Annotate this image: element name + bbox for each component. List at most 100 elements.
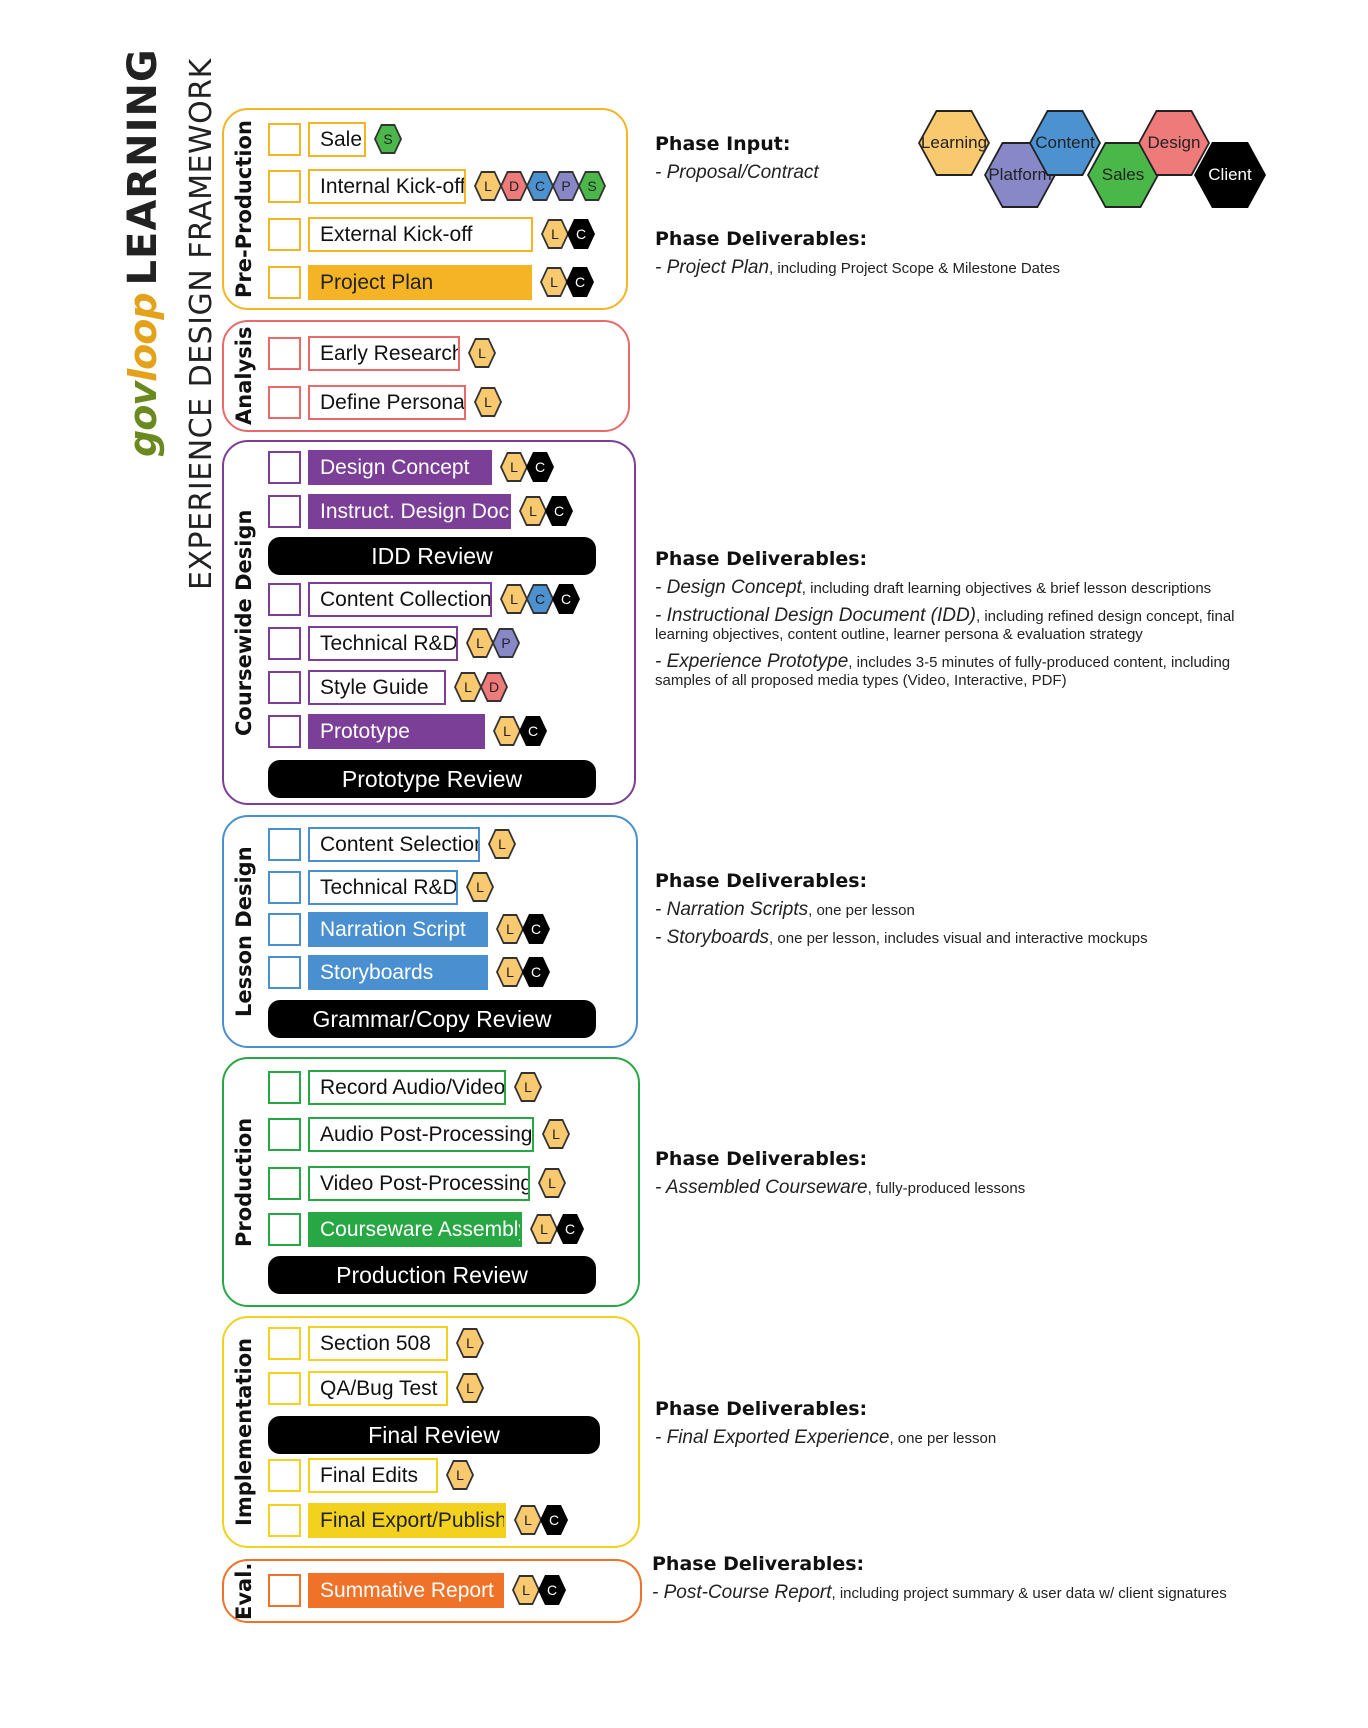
legend-sales-hex: Sales <box>1087 142 1159 208</box>
deliverables-heading: Phase Deliverables: <box>655 228 868 250</box>
deliverable-name: - Experience Prototype <box>655 651 849 672</box>
deliverable-detail: , one per lesson <box>808 902 915 919</box>
role-letter: C <box>524 916 548 942</box>
role-C-hex: C <box>545 496 573 526</box>
task-checkbox[interactable] <box>268 627 301 660</box>
task-checkbox[interactable] <box>268 386 301 419</box>
task-label: Define Persona <box>308 385 466 420</box>
deliverable-name: - Design Concept <box>655 577 802 598</box>
task-label: External Kick-off <box>308 217 533 252</box>
role-C-hex: C <box>522 914 550 944</box>
task-checkbox[interactable] <box>268 1118 301 1151</box>
deliverable-item: - Narration Scripts, one per lesson <box>655 900 1265 920</box>
role-letter: L <box>498 959 522 985</box>
task-label: Early Research <box>308 336 460 371</box>
deliverable-item: - Experience Prototype, includes 3-5 min… <box>655 651 1265 690</box>
deliverable-detail: , one per lesson <box>889 1430 997 1447</box>
task-label: Record Audio/Video <box>308 1070 506 1105</box>
deliverable-name: - Project Plan <box>655 257 770 278</box>
role-letter: P <box>554 173 578 199</box>
task-checkbox[interactable] <box>268 495 301 528</box>
task-checkbox[interactable] <box>268 1504 301 1537</box>
deliverable-detail: , including Project Scope & Milestone Da… <box>769 260 1061 277</box>
legend-learning-hex: Learning <box>918 110 990 176</box>
task-checkbox[interactable] <box>268 1574 301 1607</box>
role-letter: L <box>521 498 545 524</box>
task-checkbox[interactable] <box>268 671 301 704</box>
task-checkbox[interactable] <box>268 1071 301 1104</box>
task-label: Sale <box>308 122 366 157</box>
role-S-hex: S <box>578 171 606 201</box>
task-checkbox[interactable] <box>268 913 301 946</box>
role-letter: L <box>532 1216 556 1242</box>
brand-learning: LEARNING <box>120 48 166 286</box>
task-checkbox[interactable] <box>268 871 301 904</box>
role-letter: C <box>521 718 545 744</box>
phase-production-review-button[interactable]: Production Review <box>268 1256 596 1294</box>
role-letter: L <box>456 674 480 700</box>
role-letter: L <box>476 389 500 415</box>
phase-coursewide-review-button[interactable]: IDD Review <box>268 537 596 575</box>
task-checkbox[interactable] <box>268 170 301 203</box>
task-checkbox[interactable] <box>268 956 301 989</box>
deliverable-detail: , one per lesson, includes visual and in… <box>769 930 1148 947</box>
deliverables-heading: Phase Input: <box>655 133 791 155</box>
role-P-hex: P <box>552 171 580 201</box>
legend-design-label: Design <box>1140 112 1208 174</box>
task-checkbox[interactable] <box>268 451 301 484</box>
deliverable-name: - Final Exported Experience <box>655 1427 890 1448</box>
role-letter: C <box>528 454 552 480</box>
role-letter: L <box>448 1462 472 1488</box>
task-checkbox[interactable] <box>268 1213 301 1246</box>
phase-implementation-review-button[interactable]: Final Review <box>268 1416 600 1454</box>
role-C-hex: C <box>526 584 554 614</box>
task-label: Video Post-Processing <box>308 1166 530 1201</box>
task-label: Style Guide <box>308 670 446 705</box>
task-checkbox[interactable] <box>268 1327 301 1360</box>
task-checkbox[interactable] <box>268 123 301 156</box>
task-checkbox[interactable] <box>268 1372 301 1405</box>
framework-title: EXPERIENCE DESIGN FRAMEWORK <box>184 58 219 590</box>
role-L-hex: L <box>540 267 568 297</box>
deliverables-block: Phase Deliverables: - Narration Scripts, … <box>655 870 1265 948</box>
task-checkbox[interactable] <box>268 266 301 299</box>
role-letter: C <box>528 586 552 612</box>
phase-analysis-label: Analysis <box>232 326 256 426</box>
task-label: Section 508 <box>308 1326 448 1361</box>
task-label: Content Collection <box>308 582 492 617</box>
phase-coursewide-label: Coursewide Design <box>232 509 256 736</box>
task-checkbox[interactable] <box>268 1167 301 1200</box>
deliverable-item: - Assembled Courseware, fully-produced l… <box>655 1178 1265 1198</box>
phase-lesson-review-button[interactable]: Grammar/Copy Review <box>268 1000 596 1038</box>
task-checkbox[interactable] <box>268 337 301 370</box>
role-letter: S <box>376 126 400 152</box>
role-letter: L <box>514 1577 538 1603</box>
deliverable-item: - Project Plan, including Project Scope … <box>655 257 1265 278</box>
task-checkbox[interactable] <box>268 583 301 616</box>
task-checkbox[interactable] <box>268 218 301 251</box>
deliverable-name: - Storyboards <box>655 927 770 948</box>
role-C-hex: C <box>552 584 580 614</box>
role-letter: L <box>458 1375 482 1401</box>
role-C-hex: C <box>519 716 547 746</box>
deliverables-block: Phase Deliverables: - Assembled Coursewar… <box>655 1148 1265 1198</box>
role-letter: D <box>502 173 526 199</box>
task-checkbox[interactable] <box>268 828 301 861</box>
task-checkbox[interactable] <box>268 1459 301 1492</box>
role-letter: C <box>524 959 548 985</box>
role-C-hex: C <box>526 171 554 201</box>
deliverable-item: - Proposal/Contract <box>655 163 1265 183</box>
role-C-hex: C <box>538 1575 566 1605</box>
role-letter: L <box>516 1074 540 1100</box>
deliverables-heading: Phase Deliverables: <box>655 548 868 570</box>
task-label: Content Selection <box>308 827 480 862</box>
role-letter: L <box>543 221 567 247</box>
deliverables-block: Phase Input: - Proposal/Contract <box>655 133 1265 183</box>
role-C-hex: C <box>567 219 595 249</box>
task-checkbox[interactable] <box>268 715 301 748</box>
deliverable-item: - Design Concept, including draft learni… <box>655 577 1265 598</box>
role-C-hex: C <box>540 1505 568 1535</box>
role-letter: S <box>580 173 604 199</box>
phase-coursewide-review-button[interactable]: Prototype Review <box>268 760 596 798</box>
role-L-hex: L <box>519 496 547 526</box>
